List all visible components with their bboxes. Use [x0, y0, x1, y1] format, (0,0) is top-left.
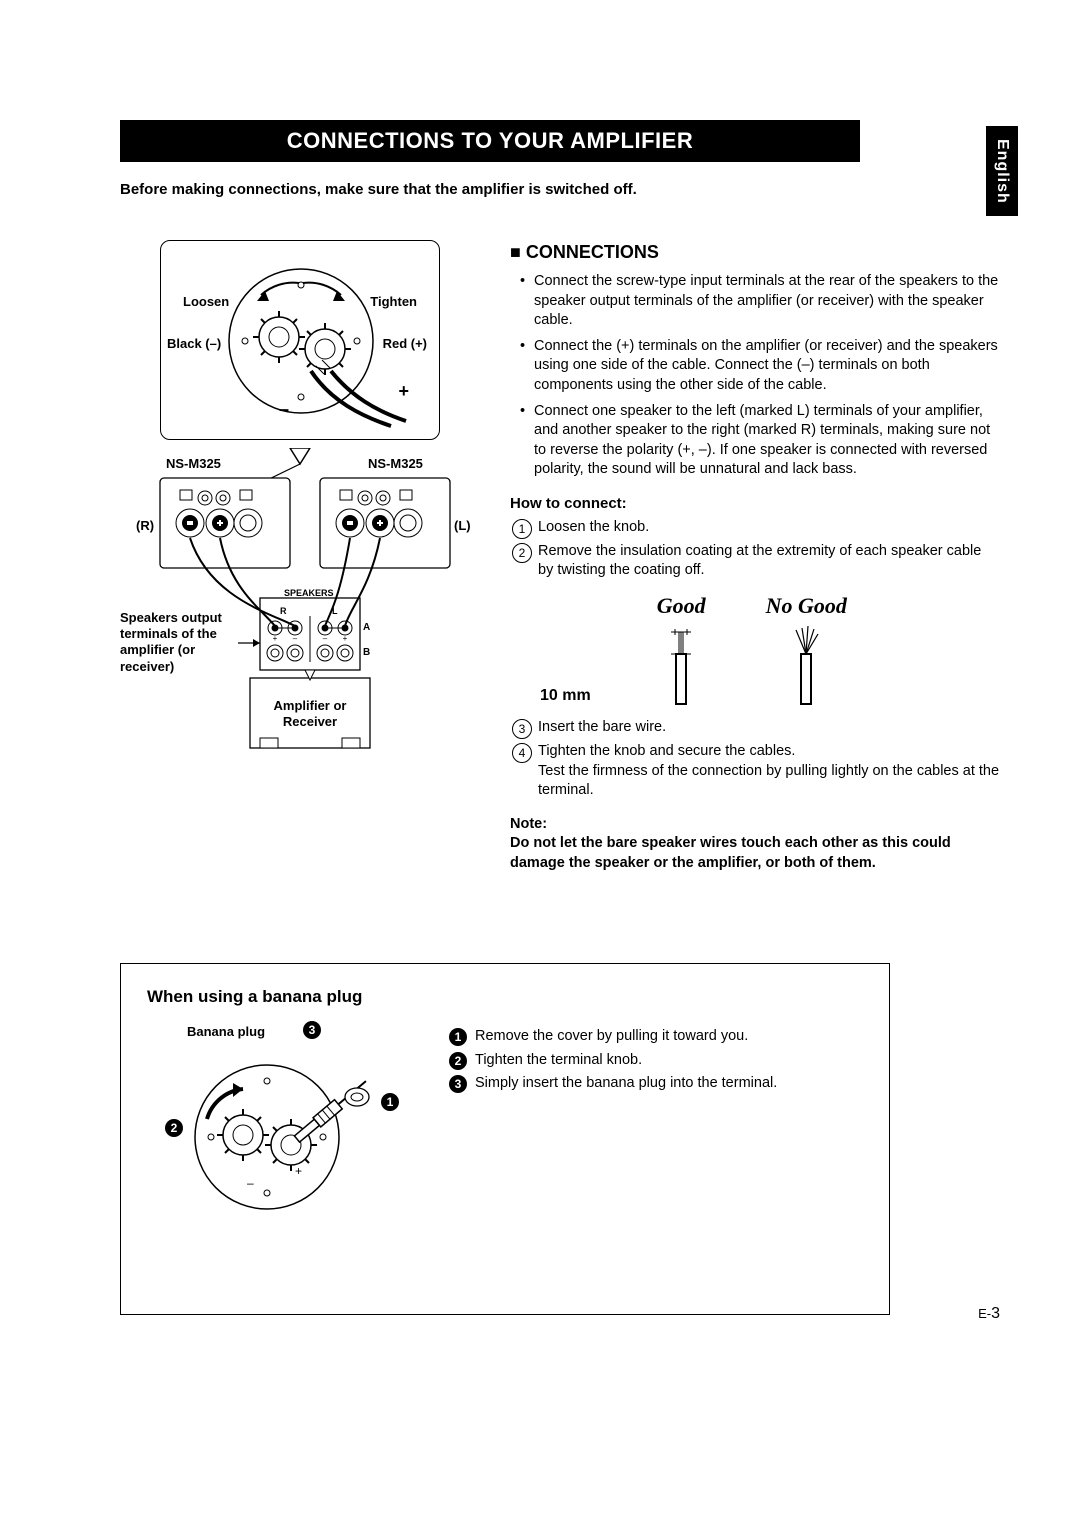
speakers-label: SPEAKERS [284, 588, 334, 599]
r-label: (R) [136, 518, 154, 534]
svg-text:–: – [323, 634, 328, 643]
banana-svg: – + [147, 1027, 407, 1217]
step-2: Remove the insulation coating at the ext… [538, 542, 1000, 581]
minus-sign: – [279, 397, 289, 421]
step-4-main: Tighten the knob and secure the cables. [538, 743, 795, 759]
bullet-2: Connect the (+) terminals on the amplifi… [524, 337, 1000, 396]
tighten-label: Tighten [370, 293, 417, 311]
manual-page: English CONNECTIONS TO YOUR AMPLIFIER Be… [0, 0, 1080, 1375]
two-column-layout: Loosen Tighten Black (–) Red (+) + – [120, 240, 1000, 873]
howto-steps-a: Loosen the knob. Remove the insulation c… [510, 518, 1000, 581]
connection-schematic: + – – + [120, 448, 480, 768]
model-left: NS-M325 [166, 456, 221, 472]
banana-step-3: Simply insert the banana plug into the t… [475, 1074, 777, 1094]
red-label: Red (+) [383, 335, 427, 353]
wire-stripping-figure: 10 mm Good [540, 591, 1000, 707]
page-title: CONNECTIONS TO YOUR AMPLIFIER [120, 120, 860, 162]
svg-text:+: + [295, 1164, 302, 1178]
text-column: CONNECTIONS Connect the screw-type input… [510, 240, 1000, 873]
strip-length: 10 mm [540, 685, 591, 707]
loosen-label: Loosen [183, 293, 229, 311]
banana-heading: When using a banana plug [147, 986, 863, 1009]
step-4: Tighten the knob and secure the cables. … [538, 742, 1000, 801]
language-tab: English [986, 126, 1018, 216]
a-label: A [363, 622, 370, 635]
howto-steps-b: Insert the bare wire. Tighten the knob a… [510, 718, 1000, 800]
page-digit: 3 [991, 1305, 1000, 1322]
page-number: E-3 [978, 1303, 1000, 1325]
banana-step-2: Tighten the terminal knob. [475, 1051, 777, 1071]
step-1: Loosen the knob. [538, 518, 1000, 538]
howto-heading: How to connect: [510, 494, 1000, 514]
banana-steps: Remove the cover by pulling it toward yo… [447, 1027, 777, 1098]
svg-text:–: – [293, 634, 298, 643]
intro-text: Before making connections, make sure tha… [120, 180, 1000, 200]
plus-sign: + [398, 379, 409, 403]
diagram-column: Loosen Tighten Black (–) Red (+) + – [120, 240, 480, 873]
note-body: Do not let the bare speaker wires touch … [510, 834, 1000, 873]
banana-plug-label: Banana plug [187, 1023, 265, 1041]
step-4-sub: Test the firmness of the connection by p… [538, 763, 999, 799]
good-label: Good [657, 591, 706, 621]
black-label: Black (–) [167, 335, 221, 353]
l-label: (L) [454, 518, 471, 534]
bullet-1: Connect the screw-type input terminals a… [524, 272, 1000, 331]
banana-plug-section: When using a banana plug Banana plug 3 1… [120, 963, 890, 1314]
svg-text:+: + [343, 634, 348, 643]
bullet-3: Connect one speaker to the left (marked … [524, 402, 1000, 480]
note-heading: Note: [510, 815, 1000, 835]
terminal-closeup-diagram: Loosen Tighten Black (–) Red (+) + – [120, 240, 480, 768]
connections-heading: CONNECTIONS [510, 240, 1000, 264]
step-3: Insert the bare wire. [538, 718, 1000, 738]
good-wire-icon [661, 626, 701, 706]
language-label: English [991, 139, 1013, 204]
r-small: R [280, 606, 287, 617]
amp-label: Amplifier or Receiver [270, 698, 350, 731]
nogood-label: No Good [766, 591, 847, 621]
page-prefix: E- [978, 1306, 991, 1321]
banana-diagram: Banana plug 3 1 2 – + [147, 1027, 407, 1223]
svg-text:–: – [247, 1176, 254, 1190]
output-label: Speakers output terminals of the amplifi… [120, 610, 240, 675]
nogood-wire-icon [786, 626, 826, 706]
svg-text:+: + [273, 634, 278, 643]
banana-step-1: Remove the cover by pulling it toward yo… [475, 1027, 777, 1047]
l-small: L [332, 606, 338, 617]
b-label: B [363, 647, 370, 660]
model-right: NS-M325 [368, 456, 423, 472]
connection-bullets: Connect the screw-type input terminals a… [510, 272, 1000, 480]
note-block: Note: Do not let the bare speaker wires … [510, 815, 1000, 874]
